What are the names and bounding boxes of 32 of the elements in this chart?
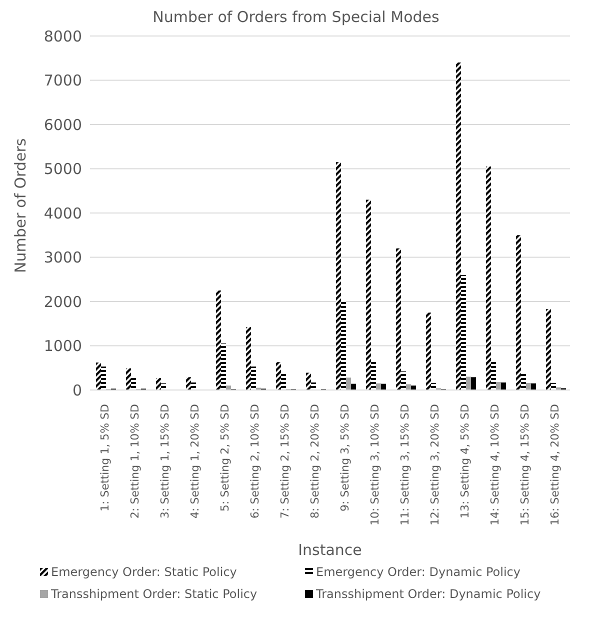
x-tick-label: 7: Setting 2, 15% SD	[278, 404, 292, 518]
legend-label: Emergency Order: Static Policy	[51, 565, 237, 579]
x-tick-label: 6: Setting 2, 10% SD	[248, 404, 262, 518]
y-tick-label: 5000	[44, 160, 82, 178]
x-tick-label: 4: Setting 1, 20% SD	[188, 404, 202, 518]
y-axis-title: Number of Orders	[11, 138, 30, 273]
x-tick-label: 16: Setting 4, 20% SD	[548, 404, 562, 526]
legend-label: Transshipment Order: Static Policy	[51, 587, 258, 601]
x-tick-label: 2: Setting 1, 10% SD	[128, 404, 142, 518]
x-tick-label: 11: Setting 3, 15% SD	[398, 404, 412, 526]
x-tick-label: 3: Setting 1, 15% SD	[158, 404, 172, 518]
legend-label: Transshipment Order: Dynamic Policy	[316, 587, 541, 601]
y-tick-label: 0	[72, 381, 82, 400]
x-tick-label: 5: Setting 2, 5% SD	[218, 404, 232, 512]
y-tick-label: 8000	[44, 27, 82, 46]
y-tick-label: 3000	[44, 248, 82, 267]
y-tick-label: 4000	[44, 204, 82, 222]
y-tick-label: 6000	[44, 116, 82, 134]
x-axis-title: Instance	[298, 541, 362, 559]
x-tick-label: 12: Setting 3, 20% SD	[428, 404, 442, 526]
x-tick-label: 9: Setting 3, 5% SD	[338, 404, 352, 512]
y-tick-label: 7000	[44, 72, 82, 90]
x-tick-label: 15: Setting 4, 15% SD	[518, 404, 532, 526]
x-tick-label: 1: Setting 1, 5% SD	[98, 404, 112, 512]
y-tick-label: 1000	[44, 337, 82, 356]
y-tick-label: 2000	[44, 292, 82, 311]
x-tick-label: 13: Setting 4, 5% SD	[458, 404, 472, 518]
x-tick-label: 14: Setting 4, 10% SD	[488, 404, 502, 526]
x-tick-label: 8: Setting 2, 20% SD	[308, 404, 322, 518]
x-tick-label: 10: Setting 3, 10% SD	[368, 404, 382, 526]
legend-label: Emergency Order: Dynamic Policy	[316, 565, 520, 579]
chart-title: Number of Orders from Special Modes	[152, 8, 440, 26]
